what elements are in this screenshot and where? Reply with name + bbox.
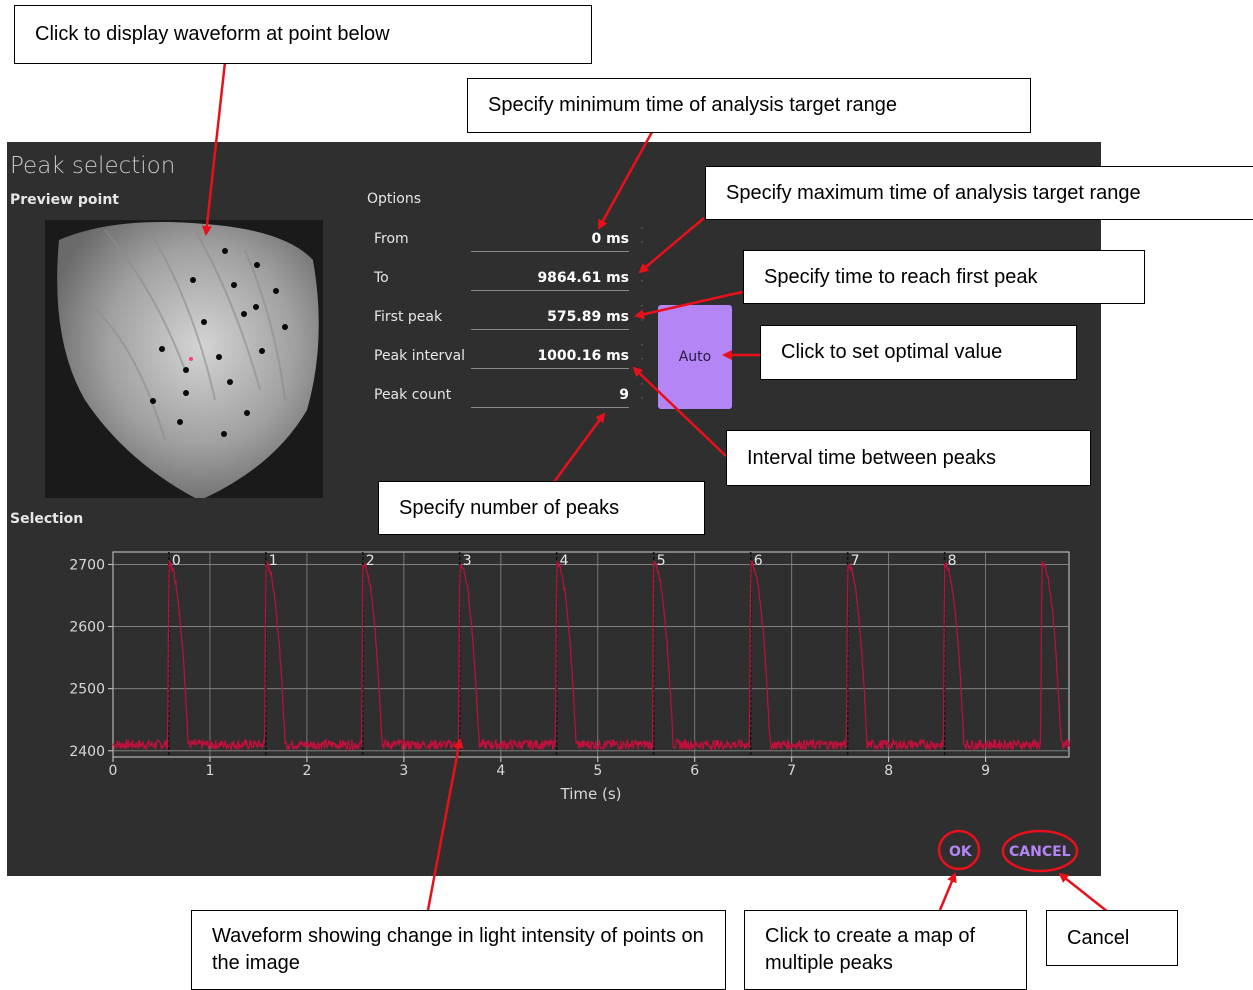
peak-marker-label: 0 <box>172 553 181 569</box>
y-tick-label: 2400 <box>69 744 105 760</box>
arrow-count <box>552 412 606 483</box>
x-tick-label: 7 <box>787 763 796 779</box>
peak-marker-label: 5 <box>657 553 666 569</box>
callout-first-peak: Specify time to reach first peak <box>743 250 1145 304</box>
first-peak-field[interactable]: 575.89 ms <box>471 307 629 330</box>
dialog-title: Peak selection <box>10 153 176 179</box>
y-tick-label: 2500 <box>69 682 105 698</box>
peak-interval-field[interactable]: 1000.16 ms <box>471 346 629 369</box>
y-tick-label: 2700 <box>69 557 105 573</box>
peak-marker-label: 8 <box>948 553 957 569</box>
callout-auto: Click to set optimal value <box>760 325 1077 380</box>
peak-count-value: 9 <box>619 387 629 403</box>
peak-count-label: Peak count <box>374 387 452 403</box>
from-label: From <box>374 231 409 247</box>
x-tick-label: 2 <box>302 763 311 779</box>
x-tick-label: 0 <box>109 763 118 779</box>
preview-image[interactable] <box>45 220 323 498</box>
callout-waveform-point: Click to display waveform at point below <box>14 5 592 64</box>
peak-marker-label: 6 <box>754 553 763 569</box>
ok-button[interactable]: OK <box>949 844 972 860</box>
callout-min-time: Specify minimum time of analysis target … <box>467 78 1031 133</box>
first-peak-label: First peak <box>374 309 443 325</box>
arrow-min-time <box>597 131 654 230</box>
to-field[interactable]: 9864.61 ms <box>471 268 629 291</box>
x-tick-label: 9 <box>981 763 990 779</box>
x-tick-label: 4 <box>496 763 505 779</box>
x-axis-label: Time (s) <box>560 785 622 803</box>
options-label: Options <box>367 191 422 207</box>
peak-marker-label: 1 <box>269 553 278 569</box>
x-tick-label: 3 <box>399 763 408 779</box>
peak-interval-value: 1000.16 ms <box>537 348 629 364</box>
peak-marker-label: 7 <box>851 553 860 569</box>
waveform-trace <box>112 559 1070 752</box>
to-value: 9864.61 ms <box>537 270 629 286</box>
arrow-waveform-point <box>201 61 227 236</box>
arrow-waveform <box>426 738 464 911</box>
callout-max-time: Specify maximum time of analysis target … <box>705 166 1253 220</box>
peak-marker-label: 4 <box>560 553 569 569</box>
preview-point-label: Preview point <box>10 192 119 208</box>
arrow-max-time <box>638 217 705 274</box>
callout-ok: Click to create a map of multiple peaks <box>744 910 1027 990</box>
plot-frame <box>112 551 1070 758</box>
to-label: To <box>374 270 389 286</box>
selection-label: Selection <box>10 511 84 527</box>
y-tick-label: 2600 <box>69 620 105 636</box>
from-field[interactable]: 0 ms <box>471 229 629 252</box>
callout-count: Specify number of peaks <box>378 481 705 535</box>
x-tick-label: 5 <box>593 763 602 779</box>
callout-cancel: Cancel <box>1046 910 1178 966</box>
peak-marker-label: 3 <box>463 553 472 569</box>
arrow-interval <box>632 366 727 457</box>
cancel-highlight-circle <box>1001 829 1079 873</box>
cancel-button[interactable]: CANCEL <box>1009 844 1071 860</box>
peak-marker-label: 2 <box>366 553 375 569</box>
waveform-chart[interactable]: 0 1 2 3 4 5 6 7 8 9 2400 2500 2600 2700 Time (s) 0 1 2 3 4 5… <box>7 537 1101 817</box>
callout-waveform: Waveform showing change in light intensi… <box>191 910 726 990</box>
x-tick-label: 6 <box>690 763 699 779</box>
ok-highlight-circle <box>937 829 981 871</box>
arrow-cancel <box>1058 872 1109 913</box>
peak-interval-label: Peak interval <box>374 348 466 364</box>
x-tick-label: 1 <box>205 763 214 779</box>
callout-interval: Interval time between peaks <box>726 430 1091 486</box>
arrow-ok <box>938 872 957 911</box>
first-peak-value: 575.89 ms <box>547 309 629 325</box>
x-tick-label: 8 <box>884 763 893 779</box>
auto-button[interactable]: Auto <box>658 305 732 409</box>
peak-count-field[interactable]: 9 <box>471 385 629 408</box>
from-value: 0 ms <box>591 231 629 247</box>
heart-image-icon <box>57 222 319 498</box>
arrow-first-peak <box>634 290 743 320</box>
